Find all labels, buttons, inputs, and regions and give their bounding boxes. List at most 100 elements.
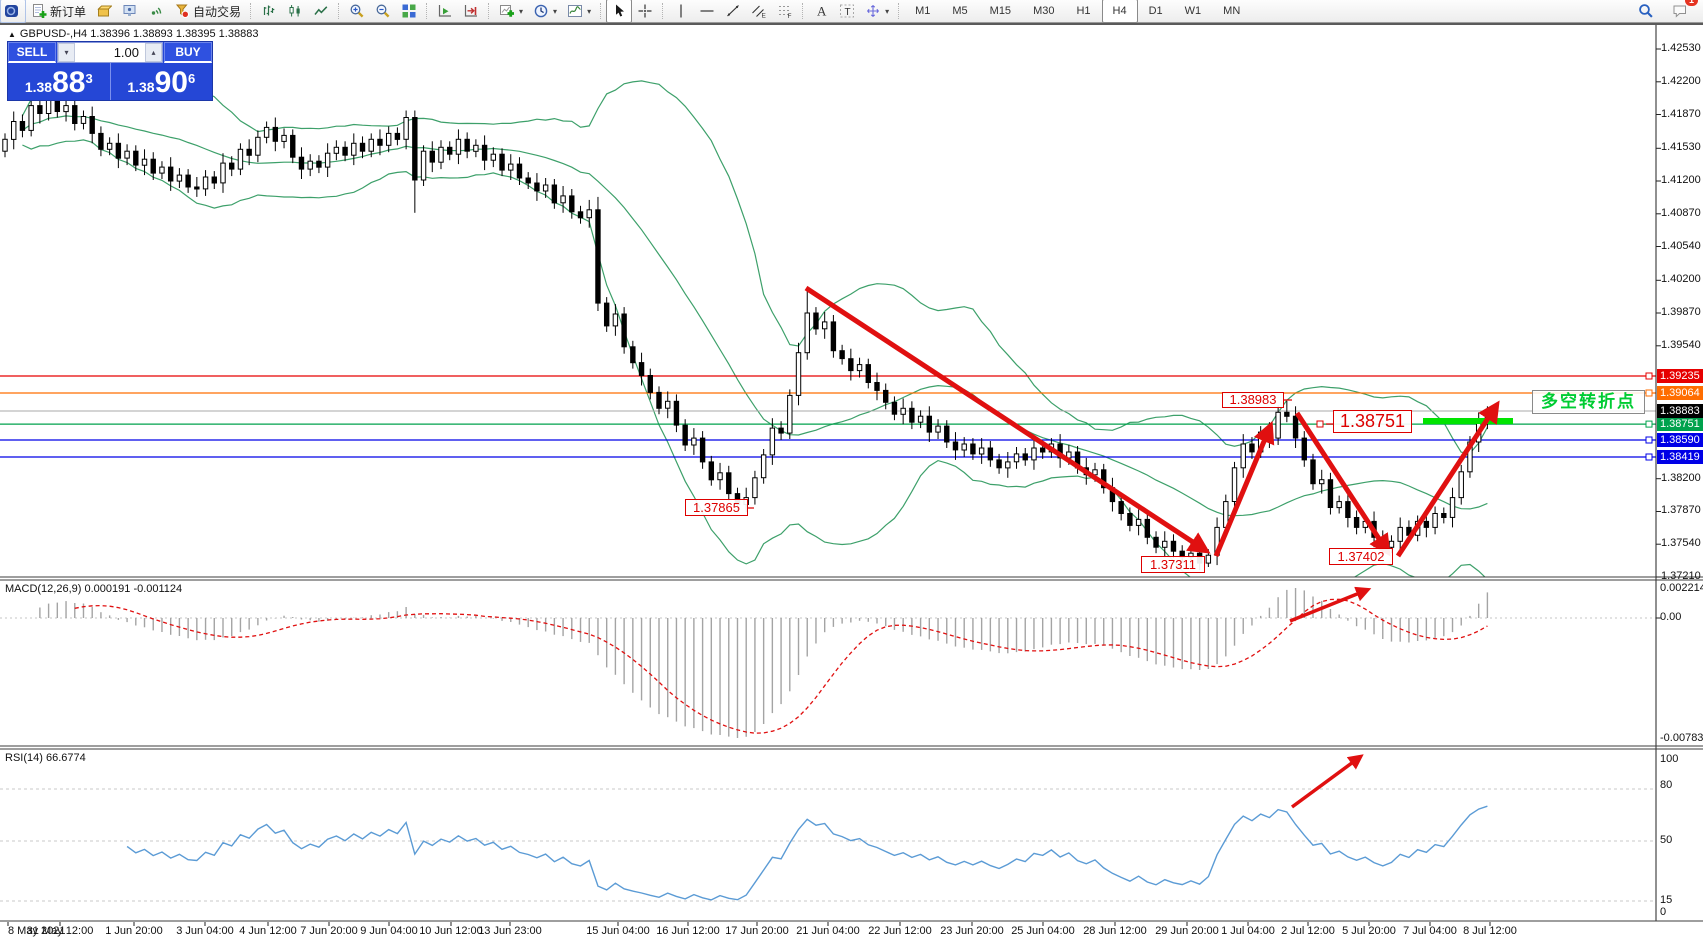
price-axis-tick: 1.41200 (1661, 174, 1701, 186)
fibonacci-button[interactable]: F (772, 0, 798, 23)
volume-field[interactable]: ▾ 1.00 ▴ (57, 42, 163, 63)
sell-price[interactable]: 1.38 88 3 (24, 66, 93, 99)
equidistant-channel-button[interactable]: E (746, 0, 772, 23)
time-axis-label: 8 Jul 12:00 (1463, 925, 1517, 937)
tf-m5-button[interactable]: M5 (941, 0, 978, 23)
tf-d1-button-label: D1 (1148, 5, 1163, 17)
chart-shift-button[interactable] (458, 0, 484, 23)
time-axis-label: 28 Jun 12:00 (1083, 925, 1147, 937)
line-chart-button[interactable] (308, 0, 334, 23)
toolbar-separator (898, 3, 900, 19)
search-icon (1638, 3, 1654, 19)
chart-title-bar[interactable]: ▲ GBPUSD-,H4 1.38396 1.38893 1.38395 1.38… (8, 28, 258, 40)
volume-increase-button[interactable]: ▴ (145, 43, 162, 62)
new-chart-button[interactable]: ▾ (494, 0, 528, 23)
vertical-line-button[interactable] (668, 0, 694, 23)
tile-windows-button[interactable] (396, 0, 422, 23)
time-axis-label: 7 Jun 20:00 (300, 925, 358, 937)
zoom-out-button[interactable] (370, 0, 396, 23)
volume-value[interactable]: 1.00 (113, 45, 139, 60)
indicators-list-button[interactable]: ▾ (562, 0, 596, 23)
autotrading-button[interactable]: 自动交易 (169, 0, 246, 23)
time-axis-label: 17 Jun 20:00 (725, 925, 789, 937)
app-icon-button[interactable] (0, 0, 26, 23)
horizontal-line-button[interactable] (694, 0, 720, 23)
tf-h1-button-label: H1 (1076, 5, 1091, 17)
price-annotation[interactable]: 1.38751 (1333, 410, 1412, 433)
auto-scroll-button[interactable] (432, 0, 458, 23)
one-click-trading-panel: SELL ▾ 1.00 ▴ BUY 1.38 88 3 1.38 90 6 (8, 42, 212, 100)
publish-button[interactable] (117, 0, 143, 23)
autoscroll-icon (437, 3, 453, 19)
price-level-badge: 1.39064 (1657, 386, 1703, 400)
textT-icon: T (839, 3, 855, 19)
buy-button[interactable]: BUY (164, 42, 212, 63)
tf-m15-button-label: M15 (989, 5, 1012, 17)
toolbar-separator (338, 3, 340, 19)
turning-point-label[interactable]: 多空转折点 (1532, 390, 1645, 414)
candlestick-chart-button[interactable] (282, 0, 308, 23)
price-annotation[interactable]: 1.37865 (685, 499, 748, 516)
autotrading-button-label: 自动交易 (193, 4, 242, 19)
crosshair-button[interactable] (632, 0, 658, 23)
new-order-button[interactable]: 新订单 (26, 0, 91, 23)
time-axis-label: 7 Jul 04:00 (1403, 925, 1457, 937)
buy-price[interactable]: 1.38 90 6 (127, 66, 196, 99)
shapes-icon (865, 3, 881, 19)
collapse-icon[interactable]: ▲ (8, 30, 16, 39)
rsi-scale-label: 100 (1660, 753, 1679, 765)
tf-mn-button[interactable]: MN (1212, 0, 1251, 23)
text-label-button[interactable]: T (834, 0, 860, 23)
dropdown-caret-icon: ▾ (587, 6, 592, 16)
cursor-button[interactable] (606, 0, 633, 23)
hline-icon (699, 3, 715, 19)
tf-d1-button[interactable]: D1 (1138, 0, 1174, 23)
chat-icon (1672, 3, 1688, 19)
arrows-shapes-button[interactable]: ▾ (860, 0, 894, 23)
profiles-button[interactable]: ▾ (528, 0, 562, 23)
time-axis-label: 21 Jun 04:00 (796, 925, 860, 937)
tf-h4-button[interactable]: H4 (1101, 0, 1138, 23)
favorites-button[interactable] (91, 0, 117, 23)
tf-w1-button-label: W1 (1184, 5, 1202, 17)
zoom-in-button[interactable] (344, 0, 370, 23)
new-order-button-label: 新订单 (50, 4, 87, 19)
text-button[interactable]: A (808, 0, 834, 23)
price-annotation[interactable]: 1.37311 (1141, 556, 1205, 573)
toolbar-separator (426, 3, 428, 19)
macd-label: MACD(12,26,9) 0.000191 -0.001124 (5, 583, 183, 595)
rsi-scale-label: 0 (1660, 906, 1667, 918)
trendline-button[interactable] (720, 0, 746, 23)
time-axis-label: 10 Jun 12:00 (419, 925, 483, 937)
rsi-label: RSI(14) 66.6774 (5, 752, 86, 764)
time-axis-label: 23 Jun 20:00 (940, 925, 1004, 937)
search-button[interactable] (1633, 0, 1659, 23)
dropdown-caret-icon: ▾ (553, 6, 558, 16)
signals-button[interactable] (143, 0, 169, 23)
sell-button[interactable]: SELL (8, 42, 56, 63)
chart-title: GBPUSD-,H4 1.38396 1.38893 1.38395 1.388… (19, 28, 259, 40)
fibo-icon: F (777, 3, 793, 19)
bar-chart-button[interactable] (256, 0, 282, 23)
price-annotation[interactable]: 1.38983 (1222, 392, 1284, 408)
tf-w1-button[interactable]: W1 (1174, 0, 1213, 23)
tf-m1-button-label: M1 (915, 5, 931, 17)
current-price-badge: 1.38883 (1657, 403, 1703, 418)
tf-h1-button[interactable]: H1 (1065, 0, 1101, 23)
tf-m30-button[interactable]: M30 (1022, 0, 1065, 23)
dropdown-caret-icon: ▾ (519, 6, 524, 16)
price-annotation[interactable]: 1.37402 (1329, 548, 1393, 565)
tf-m1-button[interactable]: M1 (904, 0, 941, 23)
toolbar-separator (600, 3, 602, 19)
tf-m15-button[interactable]: M15 (979, 0, 1022, 23)
fav-icon (96, 3, 113, 19)
price-axis-tick: 1.38200 (1661, 471, 1701, 484)
volume-decrease-button[interactable]: ▾ (58, 43, 75, 62)
price-axis-tick: 1.37540 (1661, 537, 1701, 550)
toolbar-separator (488, 3, 490, 19)
notifications-button[interactable]: 1 (1667, 0, 1698, 23)
textA-icon: A (813, 3, 829, 19)
time-axis-label: 13 Jun 23:00 (478, 925, 542, 937)
time-axis-label: 15 Jun 04:00 (586, 925, 650, 937)
